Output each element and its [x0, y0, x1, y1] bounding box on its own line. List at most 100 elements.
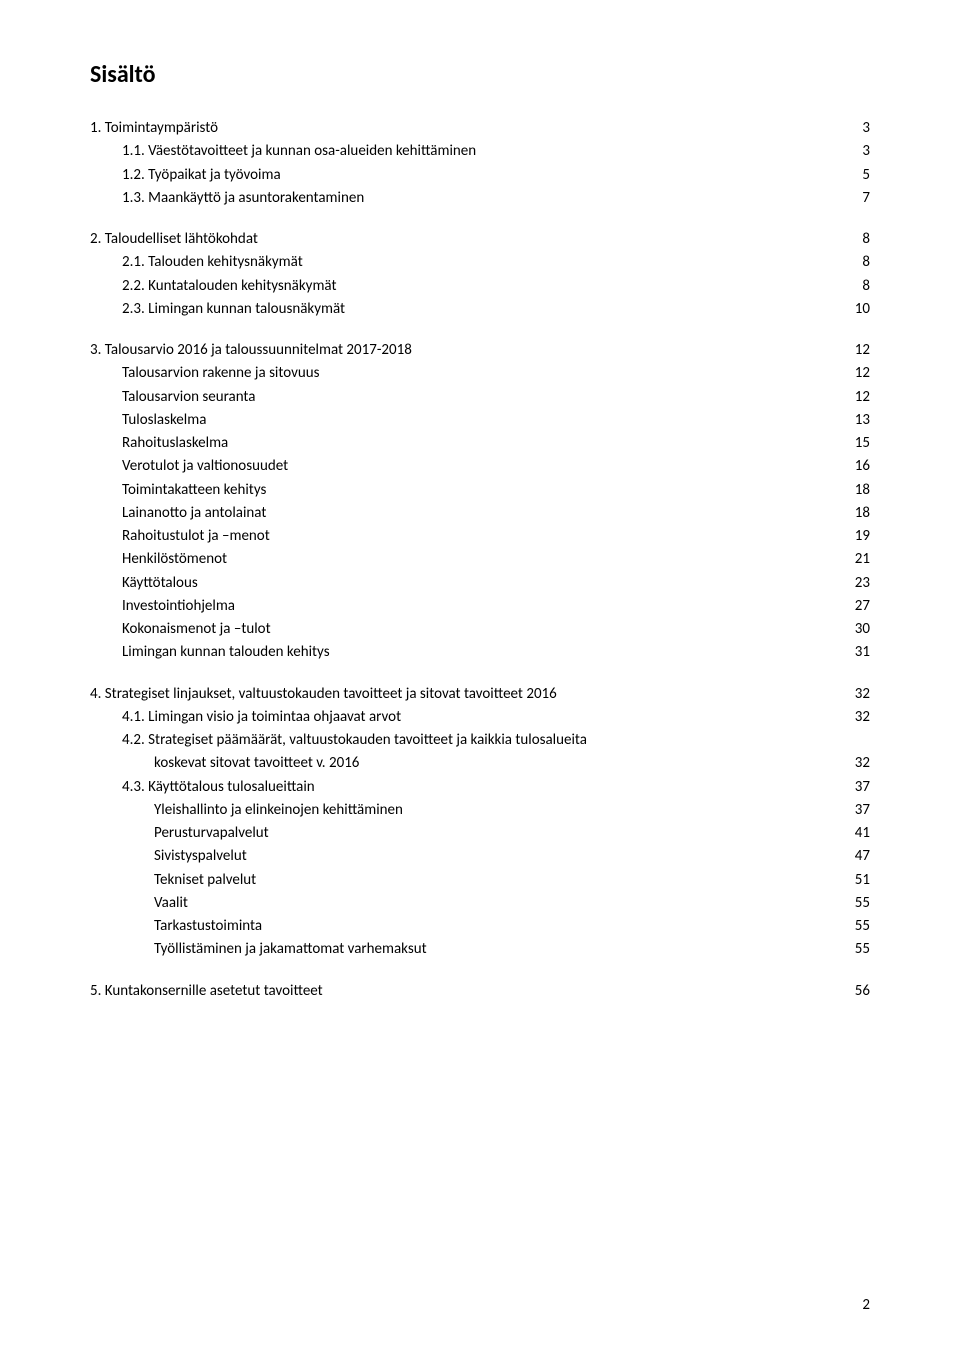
toc-entry-page: 18: [830, 502, 870, 525]
toc-entry-page: 18: [830, 479, 870, 502]
toc-entry-page: 16: [830, 455, 870, 478]
toc-entry-page: 13: [830, 409, 870, 432]
toc-entry-text: Yleishallinto ja elinkeinojen kehittämin…: [154, 799, 830, 822]
document-page: Sisältö 1. Toimintaympäristö31.1. Väestö…: [0, 0, 960, 1350]
toc-entry: Tuloslaskelma13: [90, 409, 870, 432]
toc-entry-text: 3. Talousarvio 2016 ja taloussuunnitelma…: [90, 339, 830, 362]
toc-entry-text: Henkilöstömenot: [122, 548, 830, 571]
toc-entry-page: 10: [830, 298, 870, 321]
toc-entry: Tarkastustoiminta55: [90, 915, 870, 938]
toc-entry-text: Lainanotto ja antolainat: [122, 502, 830, 525]
toc-entry-page: 37: [830, 776, 870, 799]
toc-gap: [90, 665, 870, 683]
toc-entry-text: Toimintakatteen kehitys: [122, 479, 830, 502]
toc-entry: Yleishallinto ja elinkeinojen kehittämin…: [90, 799, 870, 822]
toc-entry: Tekniset palvelut51: [90, 869, 870, 892]
toc-entry-page: 41: [830, 822, 870, 845]
toc-entry-text: 4.3. Käyttötalous tulosalueittain: [122, 776, 830, 799]
toc-entry-text: 4. Strategiset linjaukset, valtuustokaud…: [90, 683, 830, 706]
toc-entry-text: Verotulot ja valtionosuudet: [122, 455, 830, 478]
toc-entry-page: 19: [830, 525, 870, 548]
toc-entry: Talousarvion seuranta12: [90, 386, 870, 409]
toc-entry: 2. Taloudelliset lähtökohdat8: [90, 228, 870, 251]
toc-entry-page: 3: [830, 140, 870, 163]
toc-entry-page: 47: [830, 845, 870, 868]
toc-entry: 2.2. Kuntatalouden kehitysnäkymät8: [90, 275, 870, 298]
toc-entry-text: Rahoitustulot ja –menot: [122, 525, 830, 548]
toc-entry: 4. Strategiset linjaukset, valtuustokaud…: [90, 683, 870, 706]
toc-entry-text: Sivistyspalvelut: [154, 845, 830, 868]
toc-entry-page: 8: [830, 228, 870, 251]
toc-gap: [90, 321, 870, 339]
toc-entry: 4.1. Limingan visio ja toimintaa ohjaava…: [90, 706, 870, 729]
toc-entry-text: 2.1. Talouden kehitysnäkymät: [122, 251, 830, 274]
toc-entry-text: Vaalit: [154, 892, 830, 915]
toc-entry: Limingan kunnan talouden kehitys31: [90, 641, 870, 664]
toc-entry-text: 1.2. Työpaikat ja työvoima: [122, 164, 830, 187]
toc-entry-page: 8: [830, 275, 870, 298]
page-number: 2: [862, 1296, 870, 1314]
toc-entry-page: 5: [830, 164, 870, 187]
toc-entry: Lainanotto ja antolainat18: [90, 502, 870, 525]
table-of-contents: 1. Toimintaympäristö31.1. Väestötavoitte…: [90, 117, 870, 1003]
toc-entry: 4.3. Käyttötalous tulosalueittain37: [90, 776, 870, 799]
toc-entry-page: 55: [830, 892, 870, 915]
toc-entry: Rahoitustulot ja –menot19: [90, 525, 870, 548]
toc-entry-page: 27: [830, 595, 870, 618]
toc-entry-text: Työllistäminen ja jakamattomat varhemaks…: [154, 938, 830, 961]
toc-entry: 4.2. Strategiset päämäärät, valtuustokau…: [90, 729, 870, 752]
toc-entry-page: 12: [830, 386, 870, 409]
toc-entry-text: 1.1. Väestötavoitteet ja kunnan osa-alue…: [122, 140, 830, 163]
toc-entry-text: Talousarvion rakenne ja sitovuus: [122, 362, 830, 385]
toc-entry-text: Käyttötalous: [122, 572, 830, 595]
toc-entry: Kokonaismenot ja –tulot30: [90, 618, 870, 641]
toc-entry: Talousarvion rakenne ja sitovuus12: [90, 362, 870, 385]
toc-entry-page: 30: [830, 618, 870, 641]
toc-entry-page: 31: [830, 641, 870, 664]
toc-entry-page: 32: [830, 706, 870, 729]
toc-entry-text: 4.2. Strategiset päämäärät, valtuustokau…: [122, 729, 830, 752]
toc-entry: 1.3. Maankäyttö ja asuntorakentaminen7: [90, 187, 870, 210]
toc-entry-text: 2.3. Limingan kunnan talousnäkymät: [122, 298, 830, 321]
toc-entry-page: 15: [830, 432, 870, 455]
toc-entry-text: Limingan kunnan talouden kehitys: [122, 641, 830, 664]
toc-entry: Henkilöstömenot21: [90, 548, 870, 571]
toc-entry-text: 1.3. Maankäyttö ja asuntorakentaminen: [122, 187, 830, 210]
toc-entry-page: 32: [830, 752, 870, 775]
toc-entry: Käyttötalous23: [90, 572, 870, 595]
toc-entry-text: 5. Kuntakonsernille asetetut tavoitteet: [90, 980, 830, 1003]
toc-entry-page: 3: [830, 117, 870, 140]
toc-entry-page: 12: [830, 362, 870, 385]
toc-entry-page: 55: [830, 915, 870, 938]
toc-entry: Rahoituslaskelma15: [90, 432, 870, 455]
toc-entry-page: 8: [830, 251, 870, 274]
toc-entry: 2.3. Limingan kunnan talousnäkymät10: [90, 298, 870, 321]
toc-entry: Verotulot ja valtionosuudet16: [90, 455, 870, 478]
toc-entry-text: 2.2. Kuntatalouden kehitysnäkymät: [122, 275, 830, 298]
toc-gap: [90, 962, 870, 980]
toc-entry-page: 7: [830, 187, 870, 210]
toc-entry-text: koskevat sitovat tavoitteet v. 2016: [154, 752, 830, 775]
toc-gap: [90, 210, 870, 228]
toc-entry-text: Tekniset palvelut: [154, 869, 830, 892]
toc-entry: 1. Toimintaympäristö3: [90, 117, 870, 140]
toc-entry-page: 56: [830, 980, 870, 1003]
toc-entry-text: Tuloslaskelma: [122, 409, 830, 432]
toc-entry: koskevat sitovat tavoitteet v. 201632: [90, 752, 870, 775]
toc-entry: 3. Talousarvio 2016 ja taloussuunnitelma…: [90, 339, 870, 362]
toc-entry-text: Kokonaismenot ja –tulot: [122, 618, 830, 641]
page-title: Sisältö: [90, 60, 870, 89]
toc-entry-page: 23: [830, 572, 870, 595]
toc-entry: Perusturvapalvelut41: [90, 822, 870, 845]
toc-entry: 2.1. Talouden kehitysnäkymät8: [90, 251, 870, 274]
toc-entry: Investointiohjelma27: [90, 595, 870, 618]
toc-entry-text: Perusturvapalvelut: [154, 822, 830, 845]
toc-entry-text: 2. Taloudelliset lähtökohdat: [90, 228, 830, 251]
toc-entry-page: 32: [830, 683, 870, 706]
toc-entry: Toimintakatteen kehitys18: [90, 479, 870, 502]
toc-entry: 5. Kuntakonsernille asetetut tavoitteet5…: [90, 980, 870, 1003]
toc-entry-text: Investointiohjelma: [122, 595, 830, 618]
toc-entry: Työllistäminen ja jakamattomat varhemaks…: [90, 938, 870, 961]
toc-entry-text: Talousarvion seuranta: [122, 386, 830, 409]
toc-entry-page: 55: [830, 938, 870, 961]
